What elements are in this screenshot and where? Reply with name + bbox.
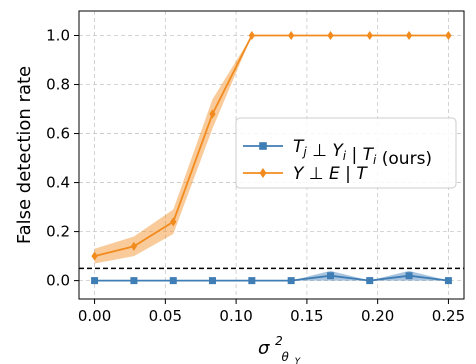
x-tick-label: 0.15 (290, 307, 323, 325)
series-markers (91, 30, 452, 285)
y-tick-label: 0.4 (46, 174, 70, 192)
series-ours-marker (444, 277, 452, 285)
series-lines (94, 34, 449, 282)
series-ours-marker (366, 277, 374, 285)
x-tick-label: 0.25 (432, 307, 465, 325)
series-ours-marker (208, 277, 216, 285)
series-baseline-marker (288, 30, 295, 41)
legend-label: Tj ⊥ Yi | Ti (ours) (293, 137, 432, 169)
x-tick-label: 0.20 (361, 307, 394, 325)
series-ours-band (94, 270, 449, 281)
series-baseline-marker (130, 241, 138, 251)
y-tick-label: 1.0 (46, 27, 70, 45)
series-ours-marker (248, 277, 256, 285)
y-tick-label: 0.2 (46, 223, 70, 241)
plot-frame (78, 10, 465, 300)
series-ours-marker (169, 277, 177, 285)
series-baseline-marker (209, 109, 216, 119)
x-tick-label: 0.05 (149, 307, 182, 325)
legend: Tj ⊥ Yi | Ti (ours)Y ⊥ E | T (235, 117, 457, 189)
series-baseline-marker (170, 217, 177, 227)
confidence-bands (94, 35, 449, 281)
series-baseline-marker (327, 30, 334, 41)
legend-label: Y ⊥ E | T (293, 164, 368, 184)
series-ours-marker (287, 277, 295, 285)
legend-marker (259, 168, 267, 178)
y-axis: 0.0 0.2 0.4 0.6 0.8 1.0 (46, 27, 79, 290)
series-baseline-marker (91, 251, 98, 261)
series-ours-marker (130, 277, 138, 285)
y-tick-label: 0.8 (46, 76, 70, 94)
legend-marker (259, 142, 267, 150)
series-baseline-marker (248, 30, 255, 41)
x-tick-label: 0.00 (78, 307, 111, 325)
y-axis-label: False detection rate (14, 66, 35, 244)
x-tick-label: 0.10 (219, 307, 252, 325)
series-ours-marker (405, 272, 413, 280)
series-ours-line (94, 274, 449, 282)
x-axis-label: σ 2 θ Y (258, 329, 302, 364)
series-baseline-marker (445, 30, 452, 41)
series-baseline-marker (405, 30, 413, 41)
series-baseline-band (94, 35, 449, 264)
legend-box (235, 117, 457, 189)
x-axis: 0.00 0.05 0.10 0.15 0.20 0.25 (78, 299, 465, 325)
series-ours-marker (327, 272, 335, 280)
series-ours-marker (91, 277, 99, 285)
series-baseline-marker (366, 30, 373, 41)
y-tick-label: 0.6 (46, 125, 70, 143)
y-tick-label: 0.0 (46, 272, 70, 290)
series-baseline-line (94, 34, 449, 257)
